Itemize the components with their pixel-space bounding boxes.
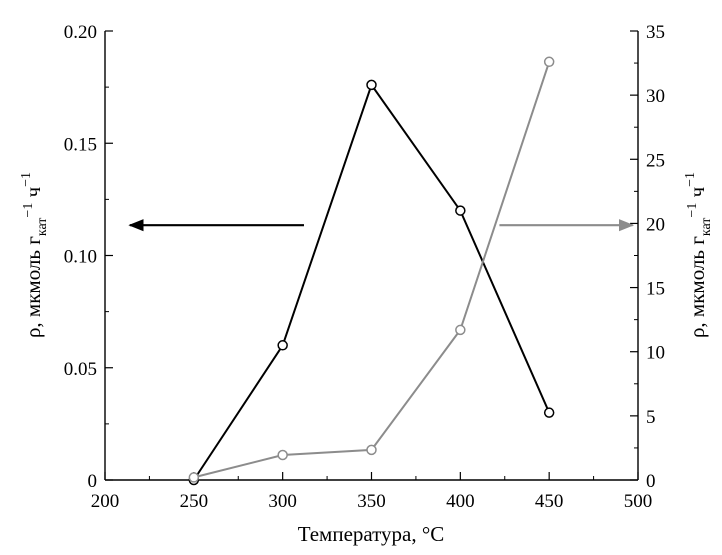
right-y-tick-label: 35 [646, 22, 665, 43]
left-y-tick-label: 0.10 [64, 247, 97, 268]
x-tick-label: 500 [624, 491, 653, 512]
axes [104, 31, 639, 481]
left-y-tick-label: 0 [88, 471, 98, 492]
right-series-line [193, 61, 551, 479]
left-series-line [192, 82, 551, 481]
right-y-tick-label: 10 [646, 343, 665, 364]
x-tick-label: 250 [180, 491, 209, 512]
left-y-axis-title: ρ, мкмоль гкат−1 ч−1 [19, 172, 50, 338]
left-y-tick-label: 0.20 [64, 22, 97, 43]
right-series-point [366, 444, 377, 456]
series-layer [188, 56, 555, 486]
right-series-point [455, 324, 466, 336]
x-tick-label: 200 [91, 491, 120, 512]
x-axis-title: Температура, °C [298, 522, 445, 546]
left-series-point [277, 340, 288, 351]
right-y-tick-label: 30 [646, 86, 665, 107]
ticks: 200 250 300 350 400 450 50000.050.100.150.2005… [64, 22, 665, 512]
left-y-tick-label: 0.15 [64, 134, 97, 155]
right-series-point [543, 56, 555, 68]
right-y-tick-label: 0 [646, 471, 656, 492]
left-series-point [366, 79, 377, 91]
right-y-tick-label: 15 [646, 279, 665, 300]
left-y-tick-label: 0.05 [64, 359, 97, 380]
right-y-axis-title: ρ, мкмоль гкат−1 ч−1 [683, 172, 714, 338]
right-y-tick-label: 20 [646, 214, 665, 235]
x-tick-label: 350 [357, 491, 386, 512]
left-series-point [543, 407, 555, 418]
x-tick-label: 400 [446, 491, 475, 512]
right-y-tick-label: 25 [646, 150, 665, 171]
right-series-point [277, 449, 288, 461]
left-series-point [455, 205, 466, 216]
right-y-tick-label: 5 [646, 407, 656, 428]
x-tick-label: 450 [535, 491, 564, 512]
right-series-point [188, 472, 200, 483]
x-tick-label: 300 [268, 491, 297, 512]
